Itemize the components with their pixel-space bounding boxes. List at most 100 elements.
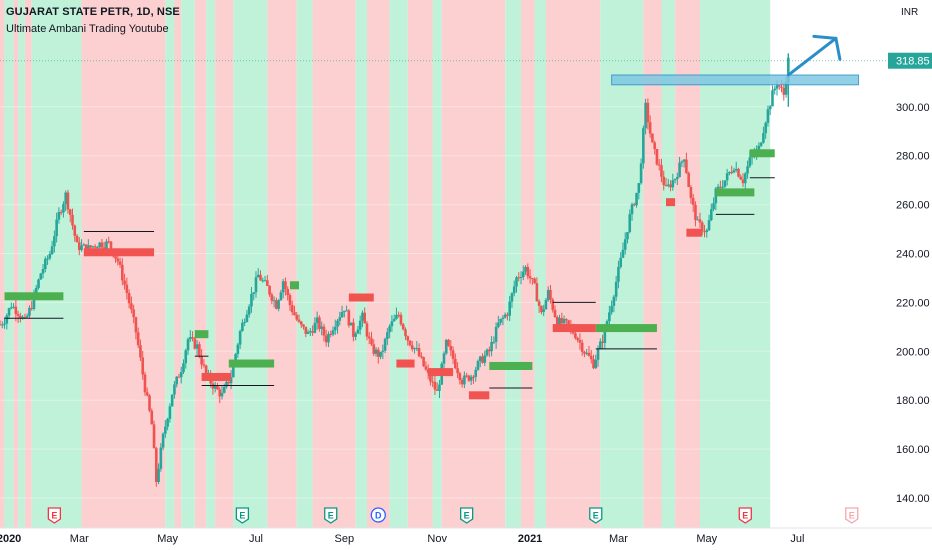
- candle-body: [173, 384, 176, 395]
- trend-band: [31, 0, 82, 528]
- event-marker-label: E: [464, 511, 470, 521]
- candle-body: [508, 301, 511, 316]
- candle-body: [558, 318, 561, 327]
- candle-body: [234, 354, 237, 364]
- candle-body: [578, 339, 582, 343]
- candle-body: [259, 274, 262, 281]
- candle-body: [5, 315, 9, 324]
- candle-body: [377, 349, 380, 357]
- time-axis[interactable]: 2020 Mar May Jul Sep Nov 2021 Mar May Jul: [0, 527, 932, 550]
- candlestick-series: [0, 53, 790, 487]
- candle-body: [431, 381, 434, 383]
- candle-body: [537, 301, 541, 306]
- candle-body: [594, 359, 598, 369]
- candle-body: [363, 312, 367, 324]
- trend-band: [267, 0, 297, 528]
- candle-body: [7, 308, 11, 316]
- candle-body: [71, 214, 74, 226]
- trend-band: [389, 0, 408, 528]
- candle-body: [700, 222, 704, 232]
- candle-body: [191, 337, 194, 339]
- candle-body: [352, 322, 355, 337]
- candle-body: [612, 296, 616, 306]
- candle-body: [204, 365, 208, 375]
- candle-body: [447, 339, 450, 346]
- candle-body: [148, 395, 151, 411]
- candle-body: [748, 157, 752, 167]
- candle-body: [676, 176, 679, 180]
- candle-body: [16, 314, 20, 316]
- candle-body: [648, 122, 652, 134]
- candle-body: [567, 320, 570, 326]
- time-tick-label: Mar: [609, 533, 628, 545]
- candle-body: [651, 133, 654, 143]
- candle-body: [780, 86, 783, 88]
- candle-body: [109, 241, 113, 250]
- candle-body: [617, 266, 620, 282]
- earnings-marker: [845, 507, 859, 524]
- last-price-badge: [888, 52, 932, 69]
- earnings-marker: [460, 507, 474, 524]
- candle-body: [304, 326, 308, 334]
- candle-body: [632, 204, 636, 206]
- candle-body: [198, 344, 201, 356]
- candle-body: [211, 383, 215, 389]
- candle-body: [150, 410, 154, 425]
- trend-band: [366, 0, 390, 528]
- candle-body: [449, 345, 453, 351]
- candle-body: [279, 292, 283, 301]
- candle-body: [519, 276, 523, 278]
- candle-body: [664, 184, 668, 186]
- earnings-marker: [47, 507, 62, 524]
- candle-body: [777, 85, 781, 87]
- candle-body: [555, 317, 559, 327]
- candle-body: [200, 355, 203, 365]
- candle-body: [213, 385, 217, 389]
- candle-body: [465, 375, 468, 377]
- trend-band: [233, 0, 268, 528]
- candle-body: [236, 344, 240, 355]
- candle-body: [202, 364, 206, 366]
- candle-body: [324, 335, 328, 343]
- zone-bar: [666, 198, 676, 207]
- candle-body: [703, 231, 706, 233]
- candle-body: [91, 246, 95, 248]
- candle-body: [605, 321, 609, 327]
- candle-body: [397, 314, 400, 316]
- candle-body: [275, 300, 278, 309]
- candle-body: [768, 106, 772, 110]
- candle-body: [327, 333, 330, 343]
- candle-body: [50, 246, 54, 254]
- candle-body: [623, 239, 627, 250]
- candle-body: [166, 418, 169, 427]
- candle-body: [286, 288, 289, 296]
- candle-body: [358, 320, 362, 330]
- time-tick-label: Mar: [70, 533, 89, 545]
- candle-body: [0, 324, 2, 326]
- trend-band: [505, 0, 522, 528]
- candle-body: [544, 300, 548, 310]
- candle-body: [463, 375, 466, 385]
- candle-body: [533, 278, 536, 284]
- time-tick-label: 2020: [0, 533, 21, 545]
- candle-body: [587, 352, 591, 357]
- candle-body: [671, 180, 675, 188]
- candle-body: [379, 351, 382, 357]
- zone-bar: [4, 292, 64, 301]
- candle-body: [653, 142, 656, 149]
- candle-body: [168, 406, 172, 419]
- candle-body: [10, 307, 13, 309]
- candle-body: [669, 184, 672, 188]
- event-marker-label: E: [742, 511, 748, 521]
- candle-body: [227, 381, 231, 384]
- candle-body: [23, 317, 27, 319]
- candle-body: [62, 204, 65, 213]
- candle-body: [644, 102, 647, 129]
- candle-body: [55, 219, 58, 237]
- price-axis[interactable]: 140.00 160.00 180.00 200.00 220.00 240.00 260.…: [888, 0, 932, 550]
- candle-body: [626, 231, 629, 240]
- candle-body: [576, 338, 579, 340]
- candle-body: [290, 305, 294, 313]
- candle-body: [193, 338, 197, 349]
